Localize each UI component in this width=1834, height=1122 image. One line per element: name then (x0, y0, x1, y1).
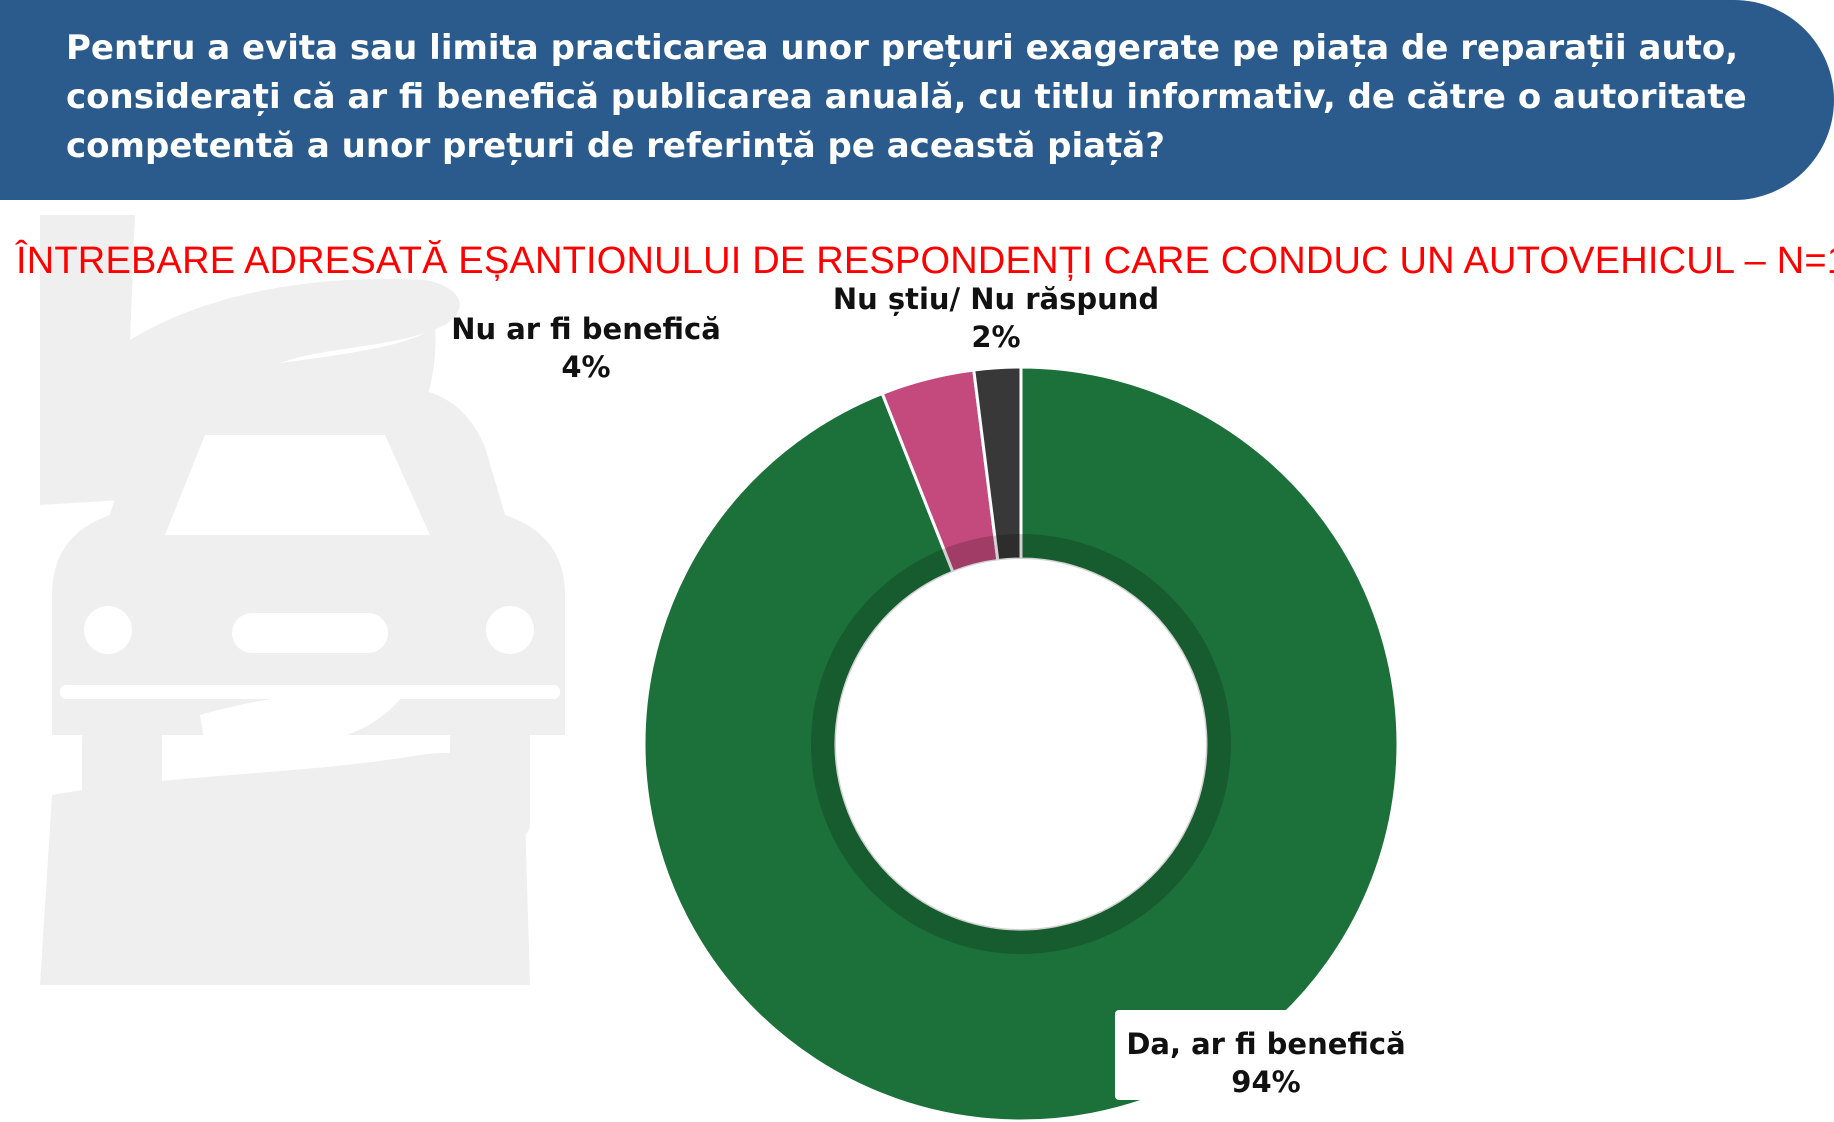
inner-ring-shade (811, 534, 1231, 954)
label-da-ar-fi-benefica: Da, ar fi benefică 94% (1115, 1010, 1417, 1100)
chart-subtitle: ÎNTREBARE ADRESATĂ EȘANTIONULUI DE RESPO… (16, 240, 1834, 282)
category-label: Nu ar fi benefică (451, 312, 721, 346)
header-banner: Pentru a evita sau limita practicarea un… (0, 0, 1834, 200)
value-label: 2% (971, 320, 1020, 354)
slice-da-ar-fi-benefica (642, 365, 1400, 1122)
label-nu-ar-fi-benefica: Nu ar fi benefică 4% (451, 312, 721, 384)
value-label: 4% (561, 350, 610, 384)
category-label: Nu știu/ Nu răspund (833, 282, 1159, 316)
value-label: 94% (1231, 1065, 1300, 1099)
category-label: Da, ar fi benefică (1126, 1027, 1405, 1061)
label-nu-stiu-nu-raspund: Nu știu/ Nu răspund 2% (833, 282, 1159, 354)
question-text: Pentru a evita sau limita practicarea un… (66, 28, 1747, 166)
slice-nu-stiu-nu-raspund (972, 365, 1023, 563)
car-in-hands-icon (40, 215, 565, 985)
